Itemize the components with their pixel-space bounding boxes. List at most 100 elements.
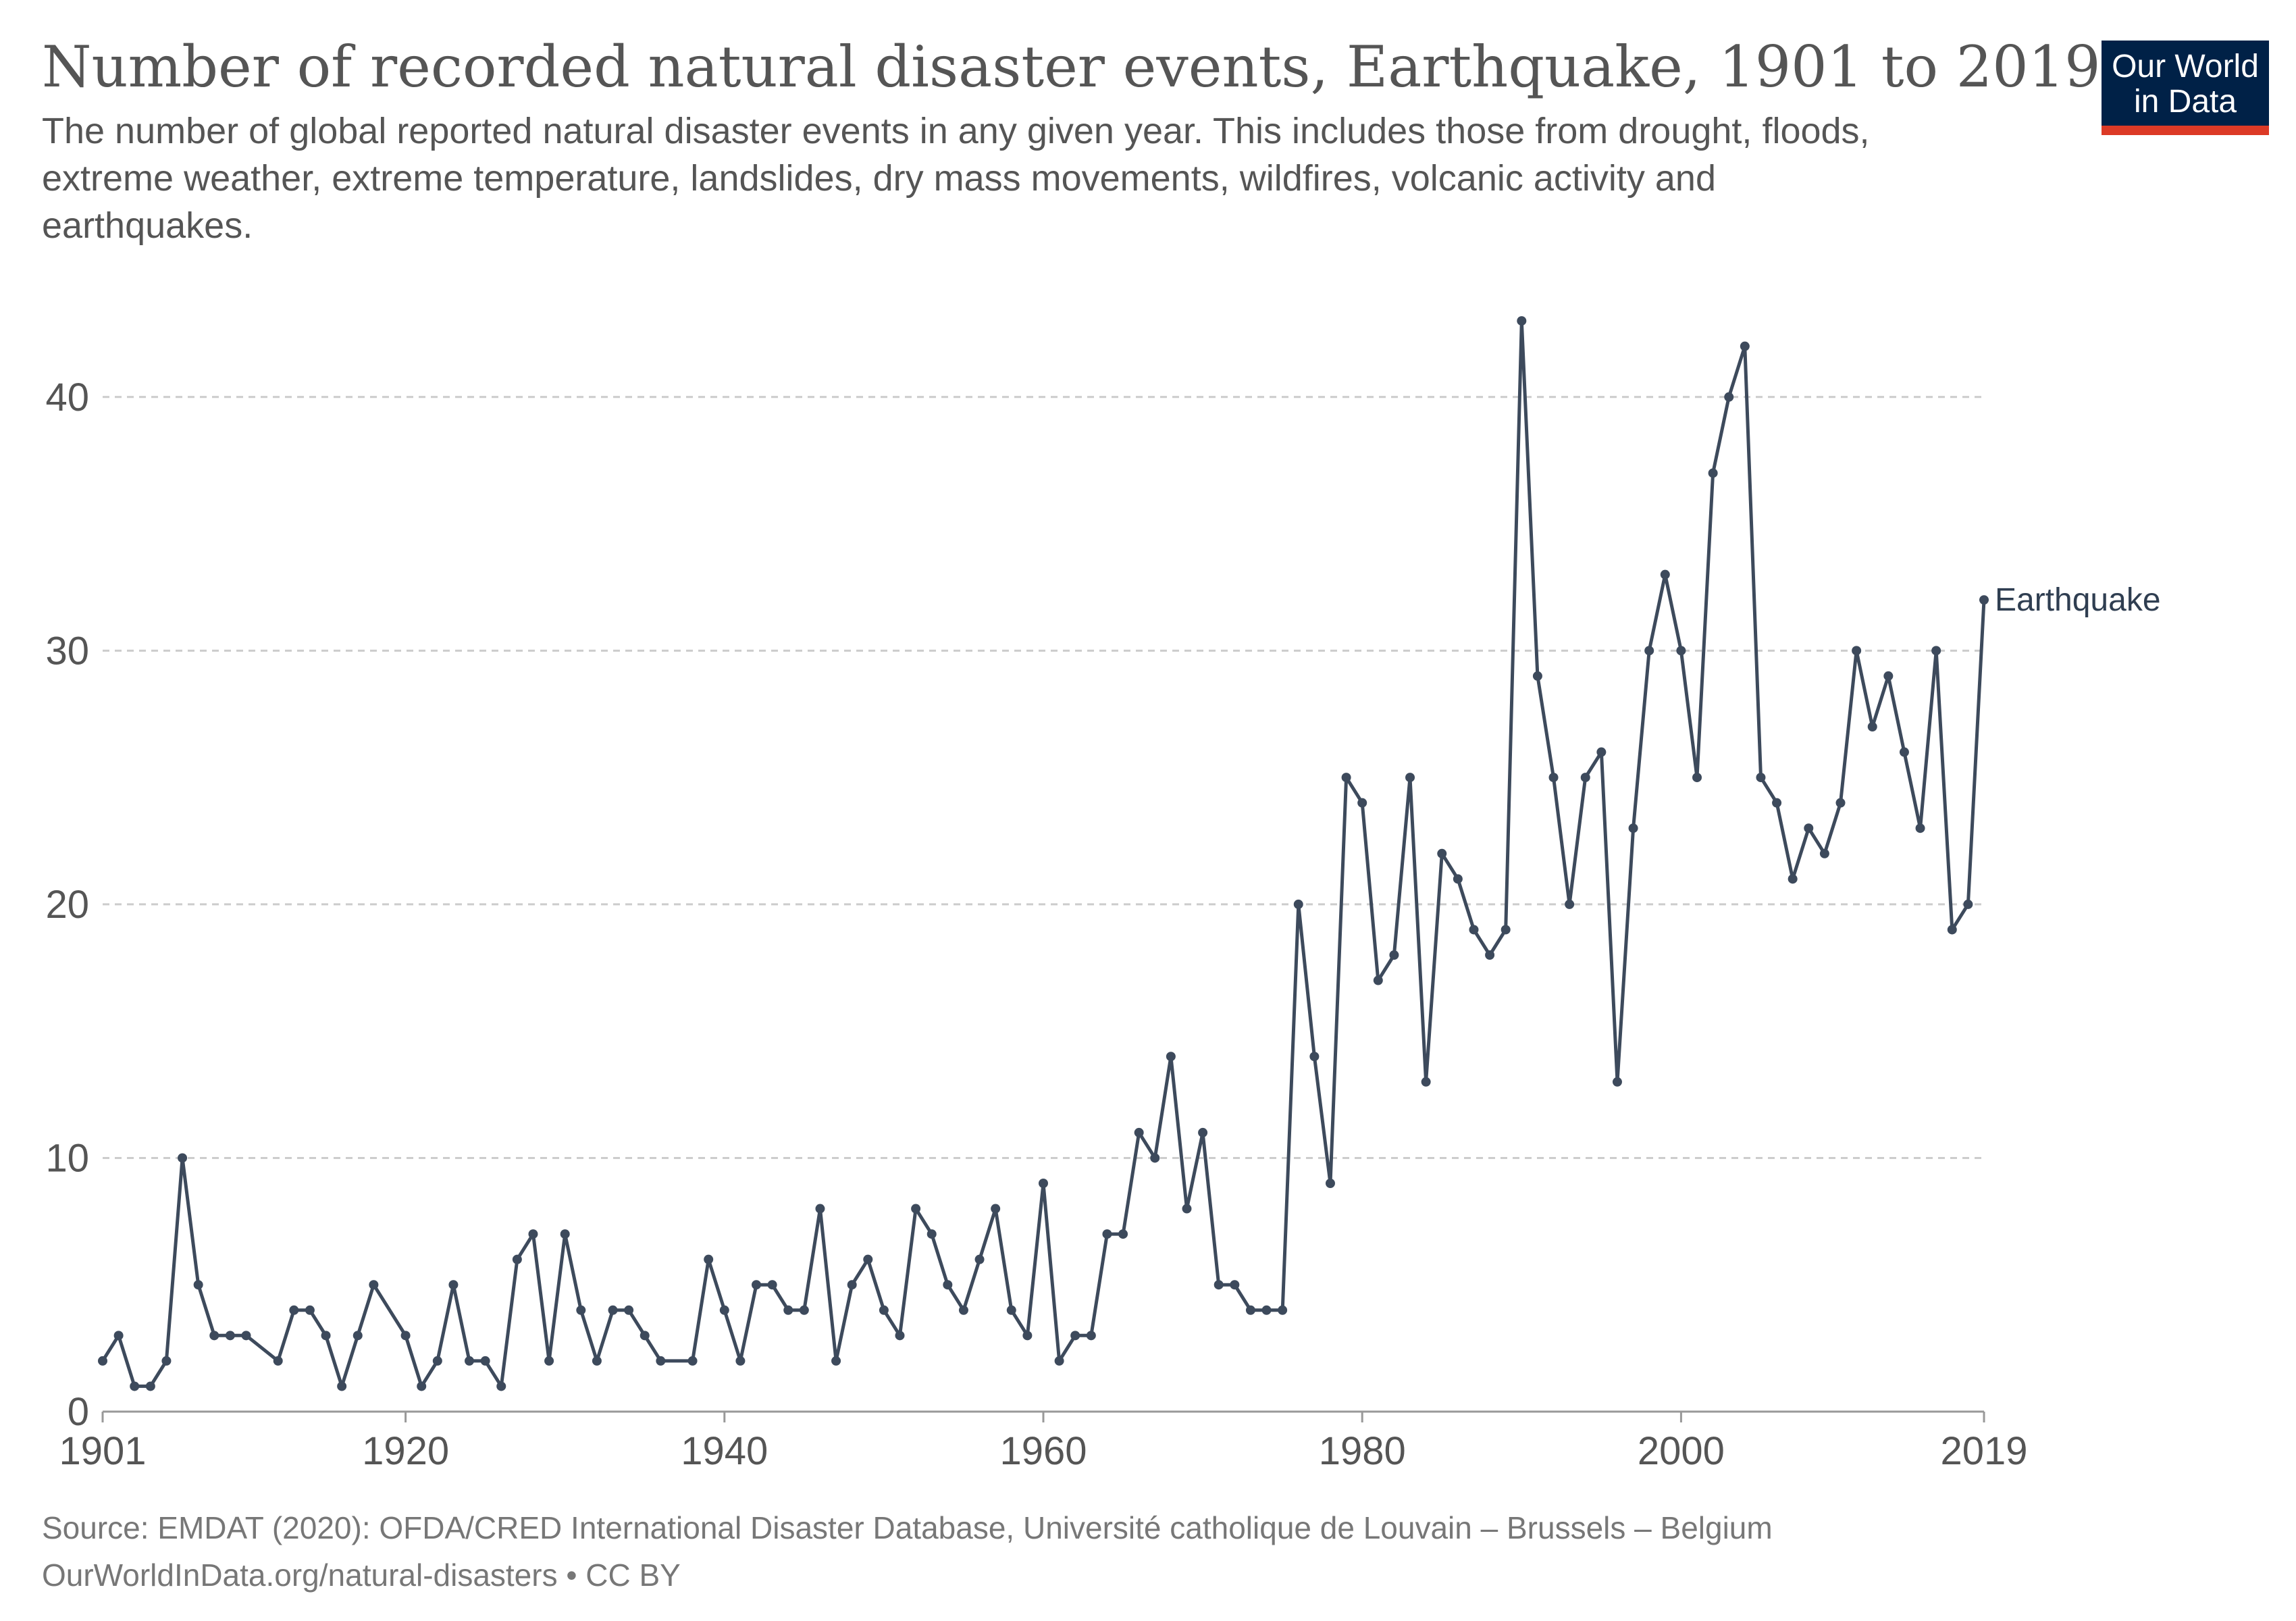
data-point-1943[interactable]	[767, 1280, 777, 1290]
data-point-1981[interactable]	[1373, 975, 1383, 985]
data-point-1995[interactable]	[1596, 747, 1607, 757]
data-point-1910[interactable]	[241, 1331, 251, 1341]
data-point-1934[interactable]	[624, 1305, 634, 1315]
data-point-2004[interactable]	[1740, 341, 1750, 351]
data-point-1976[interactable]	[1293, 899, 1303, 909]
data-point-2015[interactable]	[1915, 823, 1925, 833]
data-point-2008[interactable]	[1804, 823, 1814, 833]
data-point-1945[interactable]	[799, 1305, 809, 1315]
data-point-1994[interactable]	[1580, 773, 1590, 783]
data-point-2001[interactable]	[1692, 773, 1702, 783]
data-point-2003[interactable]	[1724, 392, 1734, 402]
data-point-1962[interactable]	[1070, 1331, 1080, 1341]
data-point-1932[interactable]	[592, 1356, 602, 1366]
data-point-1970[interactable]	[1198, 1127, 1208, 1137]
data-point-1979[interactable]	[1341, 773, 1351, 783]
data-point-1946[interactable]	[815, 1204, 825, 1214]
data-point-1957[interactable]	[991, 1204, 1001, 1214]
data-point-1955[interactable]	[958, 1305, 968, 1315]
data-point-1958[interactable]	[1006, 1305, 1016, 1315]
data-point-1906[interactable]	[178, 1153, 188, 1163]
data-point-1959[interactable]	[1022, 1331, 1033, 1341]
data-point-1941[interactable]	[735, 1356, 746, 1366]
data-point-2000[interactable]	[1676, 646, 1686, 656]
data-point-1984[interactable]	[1421, 1077, 1431, 1087]
data-point-1989[interactable]	[1501, 925, 1511, 935]
data-point-1965[interactable]	[1118, 1229, 1128, 1239]
data-point-2011[interactable]	[1852, 646, 1862, 656]
data-point-1942[interactable]	[752, 1280, 762, 1290]
data-point-1914[interactable]	[305, 1305, 315, 1315]
data-point-1948[interactable]	[847, 1280, 857, 1290]
data-point-1973[interactable]	[1245, 1305, 1255, 1315]
data-point-1988[interactable]	[1485, 950, 1495, 960]
data-point-1975[interactable]	[1278, 1305, 1288, 1315]
data-point-1903[interactable]	[130, 1381, 140, 1391]
data-point-1996[interactable]	[1612, 1077, 1622, 1087]
data-point-1922[interactable]	[432, 1356, 442, 1366]
data-point-1963[interactable]	[1086, 1331, 1096, 1341]
data-point-1960[interactable]	[1039, 1179, 1048, 1188]
data-point-2010[interactable]	[1835, 798, 1846, 808]
data-point-2017[interactable]	[1947, 925, 1957, 935]
data-point-1997[interactable]	[1628, 823, 1638, 833]
data-point-2014[interactable]	[1899, 747, 1909, 757]
data-point-1966[interactable]	[1134, 1127, 1144, 1137]
data-point-1974[interactable]	[1261, 1305, 1272, 1315]
data-point-1938[interactable]	[687, 1356, 698, 1366]
data-point-1987[interactable]	[1469, 925, 1479, 935]
data-point-1940[interactable]	[719, 1305, 729, 1315]
data-point-1908[interactable]	[209, 1331, 219, 1341]
data-point-1933[interactable]	[608, 1305, 618, 1315]
source-url[interactable]: OurWorldInData.org/natural-disasters • C…	[42, 1558, 681, 1593]
data-point-1993[interactable]	[1565, 899, 1575, 909]
data-point-1902[interactable]	[113, 1331, 124, 1341]
data-point-1915[interactable]	[321, 1331, 331, 1341]
data-point-1991[interactable]	[1532, 671, 1542, 681]
data-point-1904[interactable]	[145, 1381, 155, 1391]
data-point-1971[interactable]	[1214, 1280, 1224, 1290]
data-point-1982[interactable]	[1389, 950, 1399, 960]
data-point-1983[interactable]	[1405, 773, 1415, 783]
data-point-1929[interactable]	[544, 1356, 554, 1366]
data-point-1924[interactable]	[465, 1356, 475, 1366]
data-point-1912[interactable]	[273, 1356, 283, 1366]
data-point-1992[interactable]	[1548, 773, 1559, 783]
data-point-1980[interactable]	[1357, 798, 1367, 808]
data-point-1998[interactable]	[1644, 646, 1654, 656]
data-point-1949[interactable]	[863, 1254, 873, 1264]
data-point-1927[interactable]	[512, 1254, 522, 1264]
data-point-1961[interactable]	[1054, 1356, 1064, 1366]
data-point-1952[interactable]	[911, 1204, 921, 1214]
owid-logo[interactable]: Our World in Data	[2102, 41, 2269, 135]
data-point-1967[interactable]	[1150, 1153, 1160, 1163]
data-point-1925[interactable]	[480, 1356, 490, 1366]
data-point-1986[interactable]	[1453, 874, 1463, 884]
data-point-1928[interactable]	[528, 1229, 538, 1239]
data-point-1905[interactable]	[161, 1356, 172, 1366]
data-point-1978[interactable]	[1325, 1179, 1335, 1188]
data-point-2007[interactable]	[1788, 874, 1798, 884]
data-point-1907[interactable]	[193, 1280, 203, 1290]
data-point-2009[interactable]	[1819, 848, 1829, 858]
data-point-1953[interactable]	[927, 1229, 937, 1239]
data-point-1972[interactable]	[1230, 1280, 1240, 1290]
data-point-1918[interactable]	[369, 1280, 379, 1290]
data-point-1916[interactable]	[337, 1381, 347, 1391]
data-point-2019[interactable]	[1979, 595, 1989, 605]
data-point-1923[interactable]	[448, 1280, 459, 1290]
data-point-1947[interactable]	[831, 1356, 841, 1366]
data-point-1921[interactable]	[417, 1381, 427, 1391]
data-point-1977[interactable]	[1309, 1052, 1320, 1062]
data-point-1926[interactable]	[496, 1381, 506, 1391]
data-point-1913[interactable]	[289, 1305, 299, 1315]
data-point-1950[interactable]	[879, 1305, 889, 1315]
data-point-1920[interactable]	[400, 1331, 411, 1341]
data-point-1930[interactable]	[560, 1229, 570, 1239]
data-point-2005[interactable]	[1756, 773, 1766, 783]
data-point-1969[interactable]	[1182, 1204, 1192, 1214]
data-point-1964[interactable]	[1102, 1229, 1112, 1239]
data-point-1944[interactable]	[783, 1305, 793, 1315]
data-point-2013[interactable]	[1883, 671, 1894, 681]
data-point-2016[interactable]	[1931, 646, 1941, 656]
